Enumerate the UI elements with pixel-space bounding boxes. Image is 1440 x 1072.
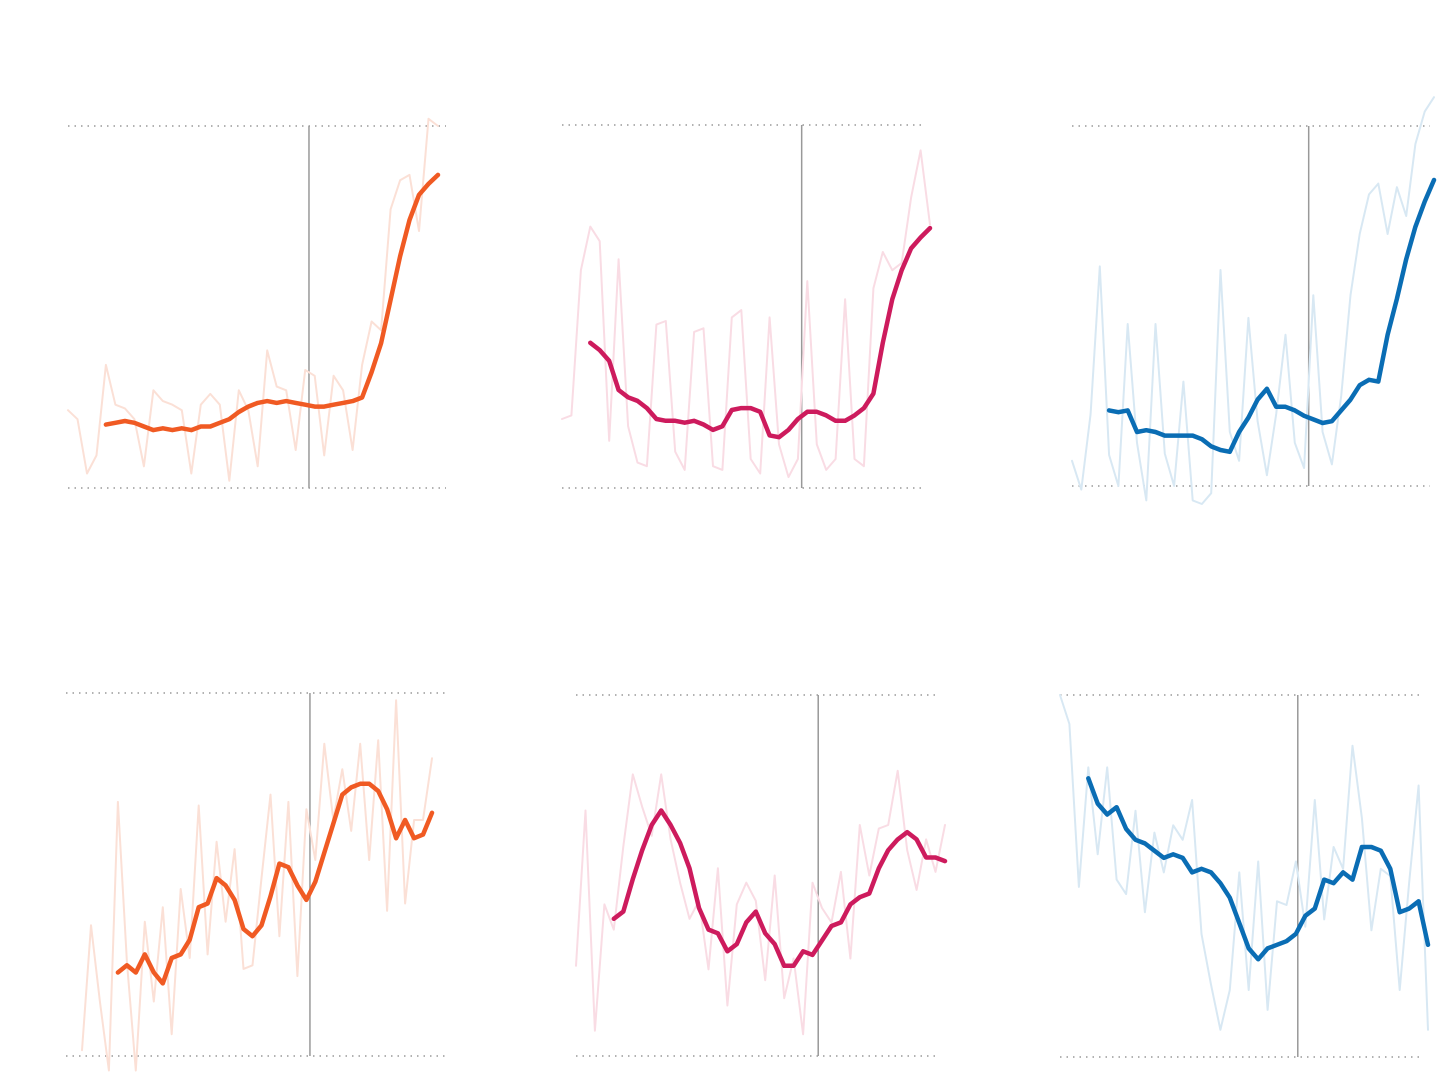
raw-line xyxy=(561,149,931,479)
panel xyxy=(575,694,948,1057)
panel xyxy=(561,124,933,489)
smoothed-line xyxy=(588,225,933,440)
smoothed-line xyxy=(611,808,948,969)
raw-line xyxy=(67,117,439,482)
raw-line xyxy=(575,769,946,1036)
smoothed-line xyxy=(115,781,435,986)
smoothed-line xyxy=(103,172,441,433)
smoothed-line xyxy=(1106,177,1437,455)
raw-line xyxy=(81,699,433,1072)
panel xyxy=(66,692,446,1072)
panel xyxy=(1071,96,1437,505)
raw-line xyxy=(1071,96,1435,505)
raw-line xyxy=(1059,694,1429,1031)
panel xyxy=(1059,694,1431,1058)
panel xyxy=(67,117,446,489)
smoothed-line xyxy=(1086,776,1431,962)
